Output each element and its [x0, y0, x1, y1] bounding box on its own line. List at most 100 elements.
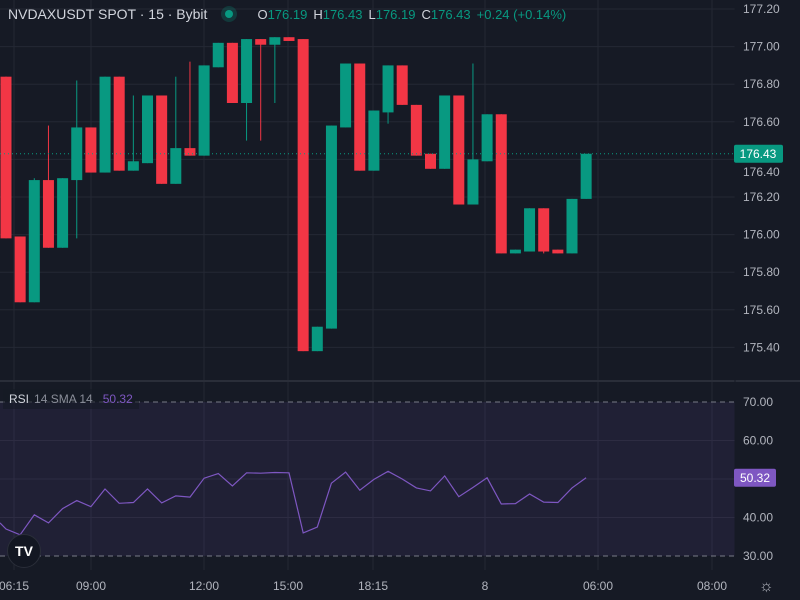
- candle: [524, 208, 536, 252]
- candle: [127, 95, 139, 171]
- candle-body: [580, 153, 592, 199]
- price-axis-label: 176.80: [743, 77, 780, 91]
- close-value: 176.43: [430, 6, 471, 22]
- candle-body: [566, 198, 578, 254]
- candle: [425, 153, 436, 169]
- candle-body: [340, 63, 352, 128]
- rsi-band-fill: [0, 402, 735, 556]
- candle-body: [170, 148, 182, 184]
- time-axis-label: 08:00: [697, 579, 727, 593]
- price-axis-label: 176.60: [743, 115, 780, 129]
- candle: [354, 63, 366, 171]
- candle-body: [354, 63, 366, 171]
- candle: [184, 61, 196, 156]
- candle: [538, 208, 550, 254]
- rsi-axis[interactable]: 70.00 60.00 40.00 30.00: [743, 395, 773, 563]
- candle-body: [481, 114, 493, 162]
- candle: [226, 42, 238, 103]
- candle-body: [509, 249, 521, 254]
- price-axis-label: 177.20: [743, 2, 780, 16]
- candle: [481, 114, 493, 162]
- open-label: O: [257, 6, 268, 22]
- candles: [0, 37, 592, 352]
- candle-body: [28, 180, 40, 303]
- candle: [198, 65, 210, 156]
- rsi-legend-value: 50.32: [102, 392, 133, 406]
- candle: [212, 42, 224, 68]
- price-axis-label: 176.40: [743, 165, 780, 179]
- candle-body: [467, 159, 479, 205]
- candle-body: [184, 148, 196, 156]
- candle: [297, 39, 309, 352]
- open-value: 176.19: [267, 6, 308, 22]
- candle: [0, 76, 12, 239]
- candle-body: [311, 326, 323, 352]
- time-axis[interactable]: 06:15 09:00 12:00 15:00 18:15 8 06:00 08:00: [0, 579, 727, 593]
- change-value: +0.24 (+0.14%): [476, 6, 567, 22]
- candle: [368, 110, 380, 171]
- candle: [113, 76, 125, 171]
- price-axis-label: 176.00: [743, 228, 780, 242]
- candle: [99, 76, 111, 173]
- candle: [509, 249, 521, 254]
- candle-body: [0, 76, 12, 239]
- high-value: 176.43: [322, 6, 363, 22]
- candle: [28, 178, 40, 303]
- candle-body: [552, 249, 564, 254]
- candle-body: [495, 114, 507, 254]
- market-status-dot-icon: [221, 6, 238, 22]
- candle-body: [453, 95, 465, 205]
- candle: [57, 178, 69, 248]
- candle-body: [524, 208, 536, 252]
- candle-body: [198, 65, 210, 156]
- candle-body: [297, 39, 309, 352]
- rsi-axis-label: 70.00: [743, 395, 773, 409]
- candle-body: [127, 161, 139, 171]
- candle: [396, 65, 408, 105]
- candle-body: [269, 37, 281, 45]
- price-axis-label: 177.00: [743, 40, 780, 54]
- candle-body: [368, 110, 380, 171]
- candle: [170, 76, 182, 184]
- tradingview-logo-icon[interactable]: TV: [7, 534, 41, 568]
- candle: [71, 80, 83, 239]
- settings-gear-icon[interactable]: ☼: [759, 578, 774, 595]
- rsi-band-lines: [0, 401, 735, 557]
- price-axis-label: 176.20: [743, 190, 780, 204]
- time-axis-label: 09:00: [76, 579, 106, 593]
- time-axis-label: 18:15: [358, 579, 388, 593]
- price-axis-label: 175.80: [743, 265, 780, 279]
- price-axis-label: 175.60: [743, 303, 780, 317]
- time-axis-label: 8: [482, 579, 489, 593]
- candle: [340, 63, 352, 128]
- candle-body: [439, 95, 451, 169]
- candle-body: [42, 180, 54, 248]
- candle: [552, 249, 564, 254]
- time-axis-label: 15:00: [273, 579, 303, 593]
- candle: [580, 153, 592, 199]
- candle: [495, 114, 507, 254]
- candle: [241, 39, 253, 141]
- candle: [14, 236, 26, 303]
- candle-body: [538, 208, 550, 252]
- grid: [0, 0, 735, 570]
- candle-body: [382, 65, 394, 113]
- candle: [255, 39, 267, 141]
- rsi-legend[interactable]: RSI 14 SMA 14 50.32: [3, 389, 139, 409]
- rsi-line: [0, 470, 587, 536]
- candle: [566, 198, 578, 254]
- low-value: 176.19: [375, 6, 416, 22]
- rsi-name: RSI: [9, 392, 30, 406]
- svg-text:50.32: 50.32: [740, 471, 770, 485]
- candle-body: [410, 104, 422, 156]
- rsi-params: 14 SMA 14: [34, 392, 93, 406]
- time-axis-label: 06:00: [583, 579, 613, 593]
- candle-body: [226, 42, 238, 103]
- candle: [410, 104, 422, 156]
- low-label: L: [368, 6, 376, 22]
- candle: [283, 37, 295, 41]
- price-axis[interactable]: 177.20 177.00 176.80 176.60 176.40 176.20 176.…: [743, 2, 780, 354]
- symbol-title[interactable]: NVDAXUSDT SPOT · 15 · Bybit: [8, 6, 208, 22]
- symbol-legend[interactable]: NVDAXUSDT SPOT · 15 · Bybit O 176.19 H 176…: [8, 6, 566, 22]
